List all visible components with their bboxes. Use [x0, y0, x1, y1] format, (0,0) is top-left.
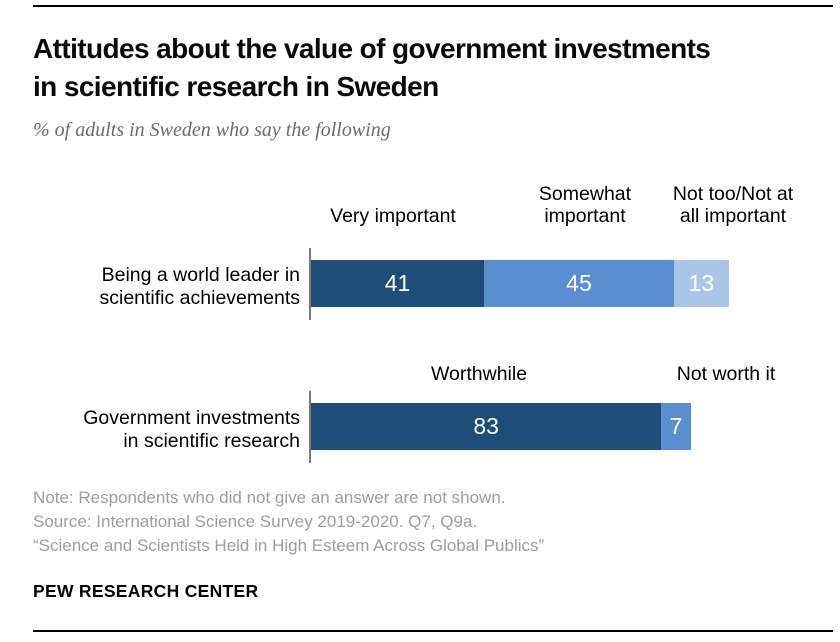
axis-line	[309, 391, 311, 463]
bar-value-label: 45	[566, 270, 592, 296]
bar-value-label: 41	[384, 270, 411, 296]
column-header-line: Worthwhile	[430, 363, 528, 385]
row-label: Government investments in scientific rese…	[83, 407, 300, 453]
row-label-line: in scientific research	[123, 430, 300, 452]
bar-segment: 7	[661, 403, 691, 450]
chart-title-line2: in scientific research in Sweden	[33, 71, 439, 102]
column-header: Somewhat important	[539, 183, 631, 227]
column-header-line: Very important	[330, 205, 456, 227]
column-header-line: Somewhat	[538, 183, 632, 205]
row-label-line: Government investments	[83, 407, 300, 429]
bar-segment: 83	[311, 403, 662, 450]
chart-title-line1: Attitudes about the value of government …	[33, 33, 711, 64]
bar-segment: 13	[673, 260, 729, 307]
bar-value-label: 7	[669, 413, 683, 439]
chart-title: Attitudes about the value of government …	[33, 30, 823, 106]
bar-segment: 45	[484, 260, 674, 307]
column-header-line: Not too/Not at	[672, 183, 794, 205]
bar-value-label: 83	[473, 413, 499, 439]
top-rule	[33, 5, 833, 7]
column-header: Very important	[330, 205, 456, 227]
chart-subtitle: % of adults in Sweden who say the follow…	[33, 119, 391, 141]
row-label-line: Being a world leader in	[101, 264, 300, 286]
row-label: Being a world leader in scientific achiev…	[99, 264, 300, 310]
stacked-bar: 41 45 13	[311, 260, 729, 307]
column-header: Worthwhile	[431, 363, 527, 385]
stacked-bar: 83 7	[311, 403, 691, 450]
bottom-rule	[33, 630, 833, 632]
report-title-line: “Science and Scientists Held in High Est…	[33, 536, 545, 555]
source-line: Source: International Science Survey 201…	[33, 512, 478, 531]
axis-line	[309, 248, 311, 320]
bar-value-label: 13	[688, 270, 715, 296]
column-header-line: Not worth it	[676, 363, 776, 385]
column-header-line: important	[544, 205, 626, 227]
pew-research-center-wordmark: PEW RESEARCH CENTER	[33, 581, 259, 601]
column-header: Not too/Not at all important	[673, 183, 793, 227]
row-label-line: scientific achievements	[99, 287, 300, 309]
footer-notes: Note: Respondents who did not give an an…	[33, 486, 544, 558]
bar-segment: 41	[311, 260, 485, 307]
column-header: Not worth it	[677, 363, 776, 385]
note-line: Note: Respondents who did not give an an…	[33, 488, 506, 507]
column-header-line: all important	[679, 205, 787, 227]
